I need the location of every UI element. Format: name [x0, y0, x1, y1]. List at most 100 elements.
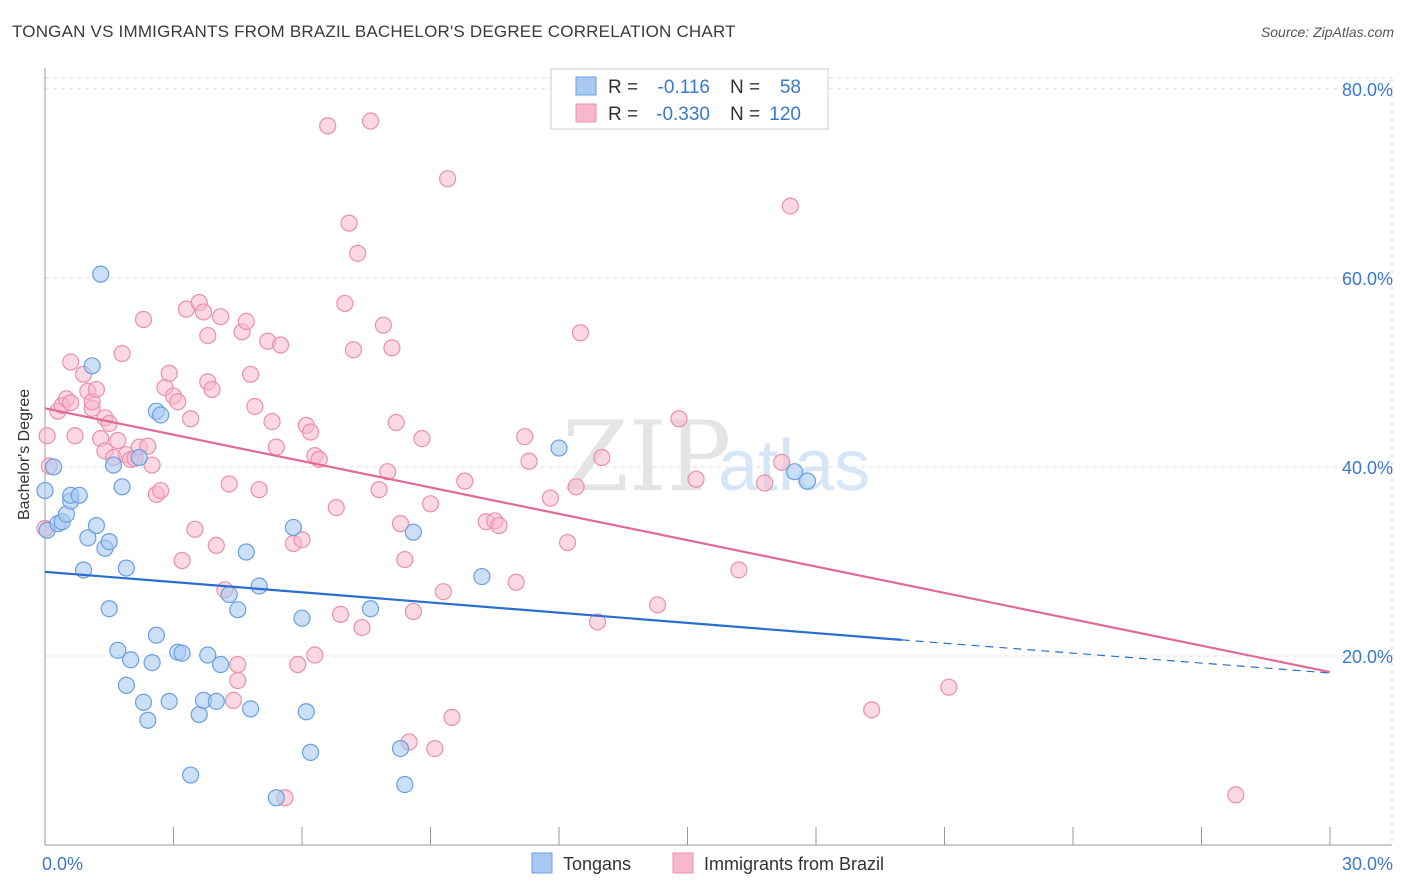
data-point-tongans: [173, 644, 191, 662]
legend-n-value-1: 58: [780, 77, 801, 98]
series-tongans: [36, 265, 817, 807]
axes: [44, 68, 1392, 846]
data-point-tongans: [242, 700, 260, 718]
correlation-legend: R = -0.116 N = 58 R = -0.330 N = 120: [550, 68, 829, 130]
trendline-tongans-extension: [901, 639, 1331, 674]
data-point-brazil: [38, 427, 56, 445]
data-point-brazil: [516, 428, 534, 446]
trendline-brazil: [44, 407, 1331, 674]
data-point-tongans: [293, 609, 311, 627]
data-point-brazil: [229, 655, 247, 674]
data-point-brazil: [336, 294, 354, 313]
legend-r-label-2: R =: [608, 104, 638, 125]
data-point-tongans: [361, 600, 380, 618]
data-point-brazil: [143, 456, 161, 474]
data-point-brazil: [456, 472, 474, 490]
data-point-brazil: [940, 678, 958, 696]
data-point-brazil: [863, 701, 881, 719]
data-point-brazil: [199, 326, 217, 345]
data-point-tongans: [473, 567, 491, 586]
data-point-brazil: [319, 117, 337, 135]
data-point-brazil: [687, 470, 705, 488]
data-point-tongans: [396, 775, 414, 794]
data-point-brazil: [139, 437, 157, 455]
data-point-tongans: [267, 789, 285, 807]
data-point-brazil: [250, 481, 268, 499]
legend-r-value-1: -0.116: [658, 77, 710, 98]
data-point-brazil: [391, 515, 410, 533]
y-tick-label: 80.0%: [1342, 80, 1393, 100]
data-point-brazil: [109, 431, 127, 450]
data-point-brazil: [271, 336, 290, 354]
data-point-brazil: [773, 453, 791, 471]
chart-source: Source: ZipAtlas.com: [1260, 24, 1394, 40]
data-point-tongans: [92, 265, 110, 283]
data-point-brazil: [169, 393, 187, 411]
trendlines: [44, 407, 1331, 674]
data-point-brazil: [212, 308, 230, 326]
data-point-brazil: [383, 339, 401, 357]
data-point-tongans: [152, 406, 170, 424]
data-point-brazil: [306, 646, 324, 664]
data-point-tongans: [139, 711, 157, 729]
legend-n-label-2: N =: [730, 104, 760, 125]
data-point-tongans: [79, 529, 97, 547]
data-point-brazil: [404, 602, 422, 621]
data-point-brazil: [293, 531, 311, 549]
data-point-brazil: [421, 495, 440, 513]
data-point-brazil: [62, 353, 80, 371]
data-point-brazil: [558, 533, 577, 552]
data-point-tongans: [182, 766, 200, 784]
legend-label-brazil: Immigrants from Brazil: [704, 854, 884, 874]
data-point-tongans: [785, 463, 804, 481]
data-point-brazil: [781, 197, 799, 215]
data-point-brazil: [203, 380, 221, 399]
data-point-tongans: [250, 577, 268, 595]
data-point-brazil: [443, 708, 461, 727]
data-point-brazil: [160, 364, 178, 382]
legend-r-label-1: R =: [608, 77, 638, 98]
data-point-tongans: [117, 676, 135, 694]
data-point-tongans: [100, 600, 118, 618]
data-point-brazil: [182, 410, 200, 428]
data-point-brazil: [426, 739, 444, 758]
data-point-brazil: [331, 605, 350, 623]
data-point-tongans: [87, 516, 106, 535]
data-point-tongans: [229, 601, 247, 619]
data-point-brazil: [113, 344, 131, 363]
watermark-zip: ZIP: [562, 401, 731, 513]
data-point-brazil: [520, 452, 538, 470]
data-point-tongans: [100, 533, 118, 551]
data-point-brazil: [361, 112, 380, 130]
data-point-tongans: [130, 448, 148, 467]
tick-labels: 20.0% 40.0% 60.0% 80.0% 0.0% 30.0%: [42, 80, 1393, 874]
data-point-tongans: [391, 739, 410, 758]
data-point-brazil: [152, 481, 170, 500]
data-point-brazil: [173, 551, 191, 570]
data-point-brazil: [289, 655, 307, 674]
data-point-brazil: [207, 536, 225, 554]
data-point-tongans: [199, 646, 217, 664]
data-point-brazil: [349, 244, 367, 262]
data-point-tongans: [284, 518, 303, 537]
legend-r-value-2: -0.330: [656, 104, 710, 125]
series-immigrants-from-brazil: [36, 112, 1245, 807]
data-point-tongans: [83, 357, 101, 375]
data-point-tongans: [220, 585, 238, 604]
legend-swatch-tongans: [575, 76, 597, 96]
data-point-brazil: [541, 489, 560, 507]
data-point-brazil: [370, 481, 388, 499]
data-point-brazil: [670, 410, 688, 428]
data-point-brazil: [220, 475, 238, 493]
data-point-brazil: [340, 214, 358, 232]
data-point-brazil: [396, 550, 414, 569]
data-point-brazil: [194, 303, 213, 321]
data-point-tongans: [190, 705, 208, 724]
legend-box: [550, 68, 829, 130]
data-point-tongans: [104, 456, 123, 474]
legend-n-value-2: 120: [769, 104, 801, 125]
data-point-tongans: [550, 439, 568, 457]
data-point-brazil: [490, 516, 508, 535]
chart-title: TONGAN VS IMMIGRANTS FROM BRAZIL BACHELO…: [12, 22, 736, 41]
data-point-brazil: [242, 365, 260, 383]
